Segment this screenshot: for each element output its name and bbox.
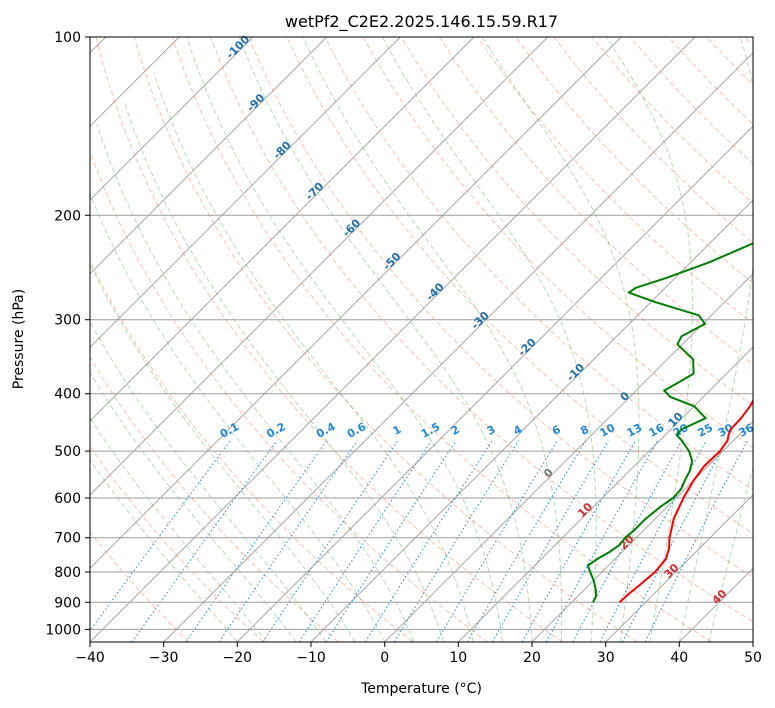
pressure-gridlines: [90, 37, 753, 630]
isotherm-line: [531, 420, 753, 642]
y-tick-label: 700: [54, 531, 81, 547]
moist-adiabat-line: [90, 417, 268, 642]
mixing-ratio-lines: [90, 440, 748, 642]
mixing-ratio-line: [298, 440, 432, 642]
y-tick-label: 600: [54, 491, 81, 507]
y-tick-label: 800: [54, 565, 81, 581]
y-tick-label: 100: [54, 30, 81, 46]
mixing-ratio-label: 25: [695, 421, 715, 440]
isotherm-line: [90, 37, 328, 275]
dry-adiabat-line: [90, 531, 190, 642]
moist-adiabat-line: [90, 321, 327, 642]
x-tick-label: 10: [449, 650, 467, 666]
dry-adiabat-line: [133, 37, 638, 642]
isotherm-line: [90, 37, 475, 422]
isotherm-line: [384, 273, 753, 642]
axes: −40 −30 −20 −10 0 10 20 30 40 50 100 200 300 400 500 60…: [45, 30, 762, 666]
moist-adiabat-line: [153, 72, 474, 642]
chart-title: wetPf2_C2E2.2025.146.15.59.R17: [285, 12, 558, 32]
isotherm-line: [752, 641, 753, 642]
moist-adiabat-line: [90, 192, 386, 642]
dry-adiabat-line: [90, 259, 414, 642]
mixing-ratio-label: 30: [716, 421, 736, 440]
moist-adiabat-line: [90, 262, 356, 642]
isotherm-line: [90, 37, 401, 348]
isotherm-line: [236, 125, 753, 642]
mixing-ratio-line: [131, 440, 278, 642]
y-tick-label: 400: [54, 387, 81, 403]
x-axis-label: Temperature (°C): [360, 681, 482, 697]
dry-adiabat-line: [90, 356, 339, 642]
isotherm-line: [163, 52, 753, 642]
y-tick-label: 200: [54, 208, 81, 224]
mixing-ratio-label: 10: [598, 421, 618, 440]
dry-adiabat-line: [90, 150, 488, 642]
isotherm-line: [90, 37, 696, 642]
dry-adiabat-line: [248, 37, 753, 578]
mixing-ratio-line: [545, 440, 659, 642]
mixing-ratio-label: 36: [736, 421, 756, 440]
mixing-ratio-line: [467, 440, 587, 642]
mixing-ratio-line: [262, 440, 399, 642]
x-tick-label: 30: [597, 650, 615, 666]
y-axis-label: Pressure (hPa): [11, 289, 27, 389]
dry-adiabat-line: [439, 37, 753, 365]
isotherm-line: [605, 494, 753, 642]
mixing-ratio-label: 16: [647, 421, 667, 440]
temperature-profile-line: [618, 398, 753, 604]
x-tick-label: −40: [75, 650, 105, 666]
dry-adiabat-line: [90, 445, 264, 642]
isotherm-line: [90, 37, 254, 201]
x-tick-label: −20: [223, 650, 253, 666]
dewpoint-profile-line: [586, 242, 753, 603]
profile-series: [586, 242, 753, 604]
mixing-ratio-line: [393, 440, 520, 642]
moist-adiabat-line: [302, 37, 563, 642]
plot-background: [90, 37, 753, 642]
moist-adiabat-line: [186, 37, 503, 642]
moist-adiabat-line: [708, 465, 753, 642]
mixing-ratio-line: [90, 440, 231, 632]
moist-adiabat-line: [238, 37, 533, 642]
moist-adiabat-line: [606, 37, 693, 642]
dry-adiabat-line: [324, 37, 753, 491]
x-tick-label: 50: [744, 650, 762, 666]
mixing-ratio-line: [521, 440, 637, 642]
y-tick-label: 500: [54, 444, 81, 460]
mixing-ratio-line: [364, 440, 493, 642]
x-tick-label: 20: [523, 650, 541, 666]
isotherm-line: [90, 37, 549, 496]
x-tick-label: 40: [670, 650, 688, 666]
y-tick-label: 900: [54, 595, 81, 611]
moist-adiabat-line: [124, 104, 445, 642]
mixing-ratio-line: [435, 440, 558, 642]
moist-adiabat-line: [481, 37, 640, 642]
isotherm-line: [90, 37, 622, 569]
moist-adiabat-line: [678, 37, 753, 642]
x-tick-label: −30: [149, 650, 179, 666]
mixing-ratio-line: [185, 440, 328, 642]
dry-adiabat-line: [95, 37, 563, 642]
dry-adiabat-line: [400, 37, 753, 407]
dry-adiabat-line: [515, 37, 753, 284]
dry-adiabat-line: [210, 37, 753, 623]
x-tick-label: 0: [380, 650, 389, 666]
y-tick-label: 300: [54, 313, 81, 329]
x-tick-label: −10: [296, 650, 326, 666]
dry-adiabat-line: [171, 37, 712, 642]
moist-adiabat-line: [90, 459, 238, 642]
mixing-ratio-label: 13: [625, 421, 645, 440]
mixing-ratio-line: [491, 440, 609, 642]
plot-frame: [89, 36, 754, 643]
y-tick-label: 1000: [45, 622, 81, 638]
mixing-ratio-line: [644, 440, 748, 642]
isotherm-line: [457, 346, 753, 642]
mixing-ratio-line: [572, 440, 683, 642]
mixing-ratio-line: [325, 440, 457, 642]
